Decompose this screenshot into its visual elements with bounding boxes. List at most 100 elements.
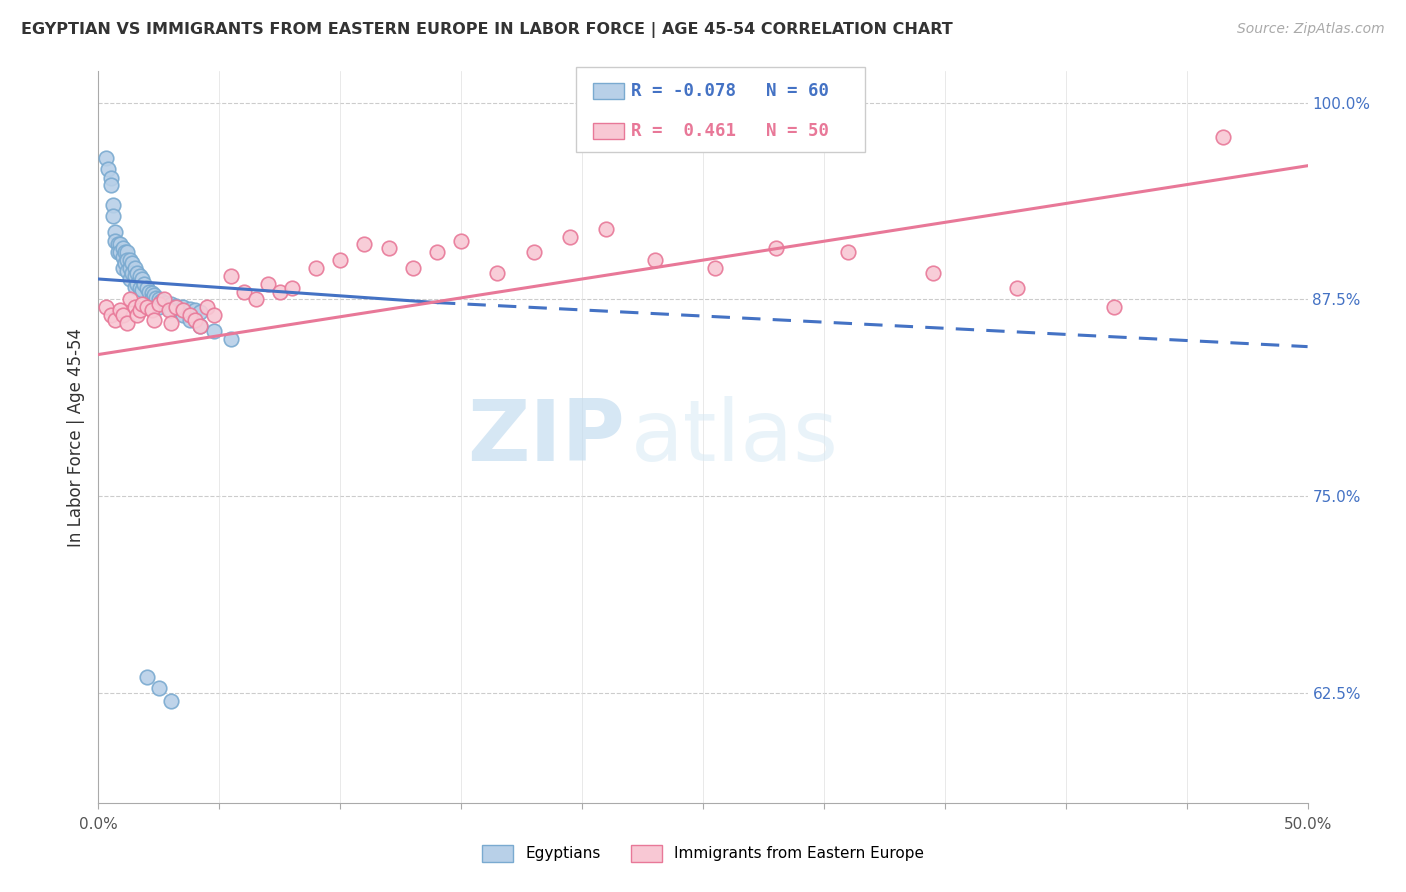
Point xyxy=(160,297,183,311)
Text: EGYPTIAN VS IMMIGRANTS FROM EASTERN EUROPE IN LABOR FORCE | AGE 45-54 CORRELATIO: EGYPTIAN VS IMMIGRANTS FROM EASTERN EURO… xyxy=(21,22,953,38)
Point xyxy=(160,693,183,707)
Text: atlas: atlas xyxy=(630,395,838,479)
Text: ZIP: ZIP xyxy=(467,395,624,479)
Point xyxy=(179,308,201,322)
Point xyxy=(108,303,131,318)
Point xyxy=(107,245,129,260)
Point xyxy=(104,313,127,327)
Point xyxy=(148,681,170,695)
Point xyxy=(94,151,117,165)
Point xyxy=(172,301,194,315)
Point xyxy=(1212,130,1234,145)
Point xyxy=(104,225,127,239)
Y-axis label: In Labor Force | Age 45-54: In Labor Force | Age 45-54 xyxy=(66,327,84,547)
Point xyxy=(108,245,131,260)
Point xyxy=(232,285,254,299)
Point xyxy=(179,301,201,316)
Point xyxy=(108,237,131,252)
Point xyxy=(148,301,170,315)
Point xyxy=(141,293,163,307)
Point xyxy=(118,293,141,307)
Point xyxy=(127,308,149,322)
Point xyxy=(135,281,157,295)
Point xyxy=(145,291,167,305)
Point xyxy=(837,245,859,260)
Point xyxy=(172,308,194,322)
Point xyxy=(100,171,122,186)
Point xyxy=(165,301,187,315)
Point xyxy=(94,301,117,315)
Point xyxy=(131,272,153,286)
Text: N = 50: N = 50 xyxy=(766,122,830,140)
Text: N = 60: N = 60 xyxy=(766,82,830,100)
Point xyxy=(558,229,581,244)
Point xyxy=(150,293,173,308)
Point xyxy=(127,266,149,280)
Point xyxy=(135,670,157,684)
Point xyxy=(97,161,120,176)
Point xyxy=(152,293,174,307)
Point xyxy=(148,293,170,307)
Point xyxy=(377,241,399,255)
Point xyxy=(204,308,226,322)
Point xyxy=(128,268,150,283)
Point xyxy=(135,301,157,315)
Point xyxy=(104,234,127,248)
Point xyxy=(921,266,943,280)
Point xyxy=(204,324,226,338)
Point xyxy=(305,260,328,275)
Point xyxy=(486,266,509,280)
Point xyxy=(179,313,201,327)
Point xyxy=(111,241,134,255)
Point xyxy=(134,277,156,291)
Point xyxy=(157,303,180,318)
Point xyxy=(281,281,304,295)
Point xyxy=(127,277,149,291)
Point xyxy=(117,316,139,330)
Point xyxy=(704,260,727,275)
Point xyxy=(184,303,207,318)
Point xyxy=(121,266,143,280)
Point xyxy=(124,268,146,283)
Point xyxy=(221,332,243,346)
Point xyxy=(107,237,129,252)
Point xyxy=(188,319,211,334)
Point xyxy=(1007,281,1029,295)
Point xyxy=(101,198,124,212)
Point xyxy=(269,285,291,299)
Point xyxy=(765,241,787,255)
Point xyxy=(450,234,472,248)
Point xyxy=(188,305,211,319)
Point xyxy=(121,256,143,270)
Point xyxy=(124,280,146,294)
Point xyxy=(1102,301,1125,315)
Point xyxy=(118,253,141,268)
Point xyxy=(402,260,425,275)
Point xyxy=(111,250,134,264)
Point xyxy=(165,299,187,313)
Point xyxy=(155,295,177,310)
Point xyxy=(221,268,243,283)
Point xyxy=(143,287,166,301)
Point xyxy=(131,283,153,297)
Point xyxy=(184,313,207,327)
Point xyxy=(148,297,170,311)
Point xyxy=(128,303,150,318)
Point xyxy=(128,281,150,295)
Text: R =  0.461: R = 0.461 xyxy=(631,122,737,140)
Point xyxy=(195,301,218,315)
Point xyxy=(644,253,666,268)
Text: Source: ZipAtlas.com: Source: ZipAtlas.com xyxy=(1237,22,1385,37)
Point xyxy=(256,277,278,291)
Point xyxy=(141,286,163,301)
Point xyxy=(426,245,449,260)
Point xyxy=(101,209,124,223)
Point xyxy=(111,308,134,322)
Point xyxy=(117,264,139,278)
Point xyxy=(143,313,166,327)
Point xyxy=(124,260,146,275)
Point xyxy=(118,260,141,275)
Point xyxy=(160,303,183,318)
Point xyxy=(124,301,146,315)
Point xyxy=(523,245,546,260)
